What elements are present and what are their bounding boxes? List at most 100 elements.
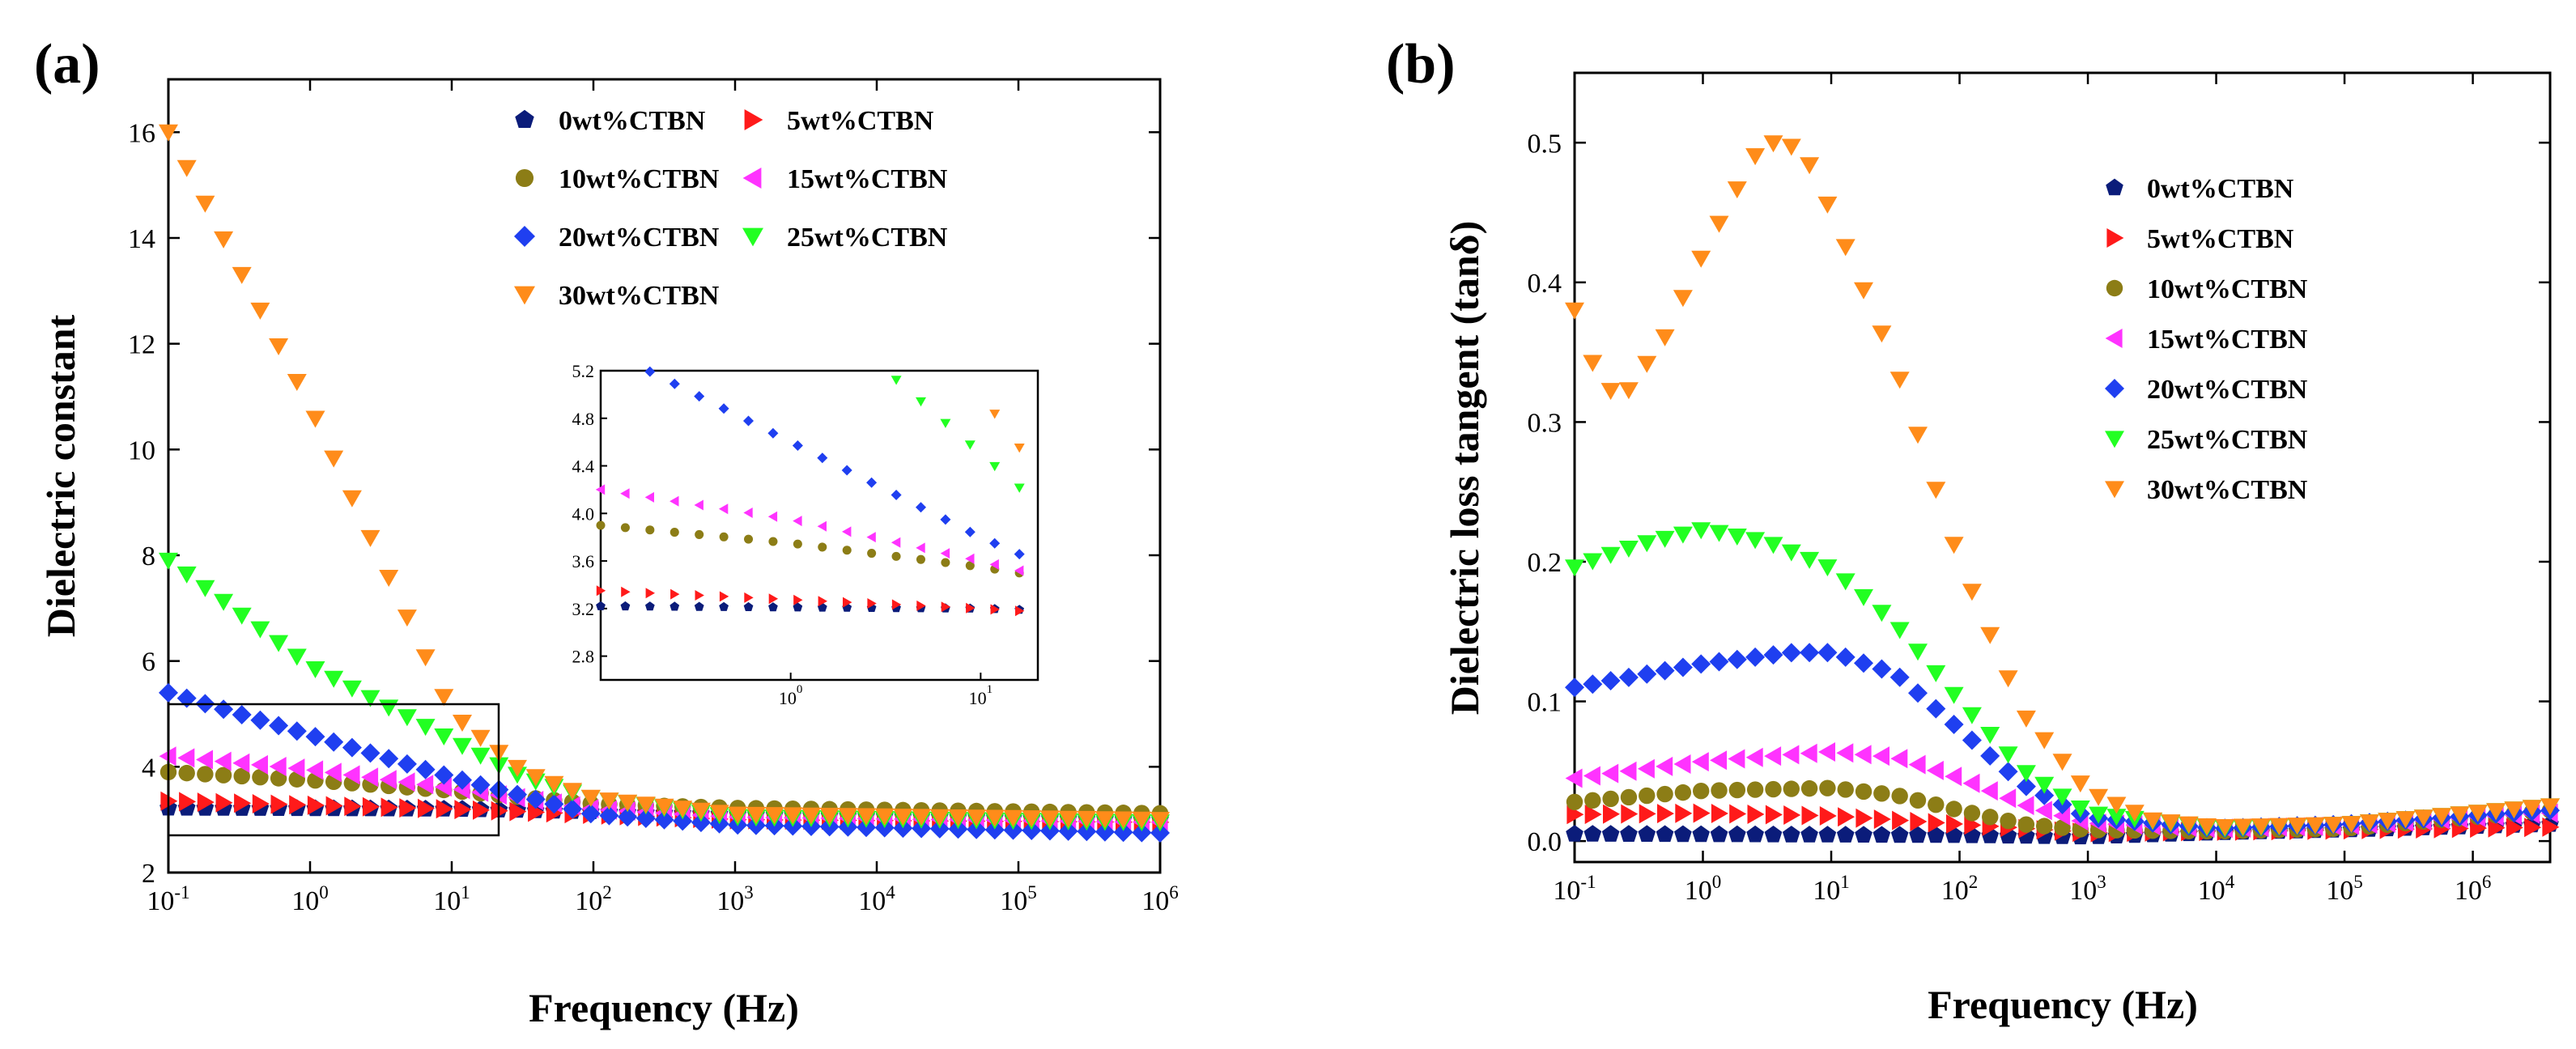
chart-a-inset-point-5wt%CTBN — [843, 597, 852, 608]
chart-b-point-20wt%CTBN — [1600, 671, 1621, 690]
chart-a-point-20wt%CTBN — [967, 819, 987, 839]
chart-b-x-tick-label: 103 — [2069, 872, 2106, 906]
chart-b-point-15wt%CTBN — [1908, 754, 1926, 775]
chart-a-point-20wt%CTBN — [287, 721, 307, 741]
chart-b-point-10wt%CTBN — [1837, 781, 1854, 798]
chart-a-inset-point-20wt%CTBN — [916, 502, 926, 513]
chart-a-point-30wt%CTBN — [1003, 809, 1023, 827]
chart-b-point-20wt%CTBN — [1944, 715, 1964, 734]
chart-b-point-20wt%CTBN — [1980, 745, 2000, 766]
chart-b-point-30wt%CTBN — [1745, 148, 1766, 166]
chart-b-point-15wt%CTBN — [1818, 742, 1835, 762]
chart-a-point-30wt%CTBN — [434, 689, 454, 707]
chart-b-point-20wt%CTBN — [1854, 653, 1873, 673]
chart-b-point-15wt%CTBN — [1872, 746, 1889, 767]
chart-a-inset-point-5wt%CTBN — [719, 591, 729, 602]
chart-b-point-15wt%CTBN — [1619, 761, 1637, 781]
chart-a-inset-point-0wt%CTBN — [620, 601, 631, 611]
chart-a-legend-label: 15wt%CTBN — [787, 164, 948, 194]
chart-b-legend-marker-20wt%CTBN — [2105, 379, 2124, 398]
chart-b-point-25wt%CTBN — [1854, 588, 1873, 606]
chart-a-point-20wt%CTBN — [1003, 820, 1023, 840]
chart-a-point-30wt%CTBN — [893, 809, 913, 826]
chart-a-point-5wt%CTBN — [325, 796, 343, 816]
chart-b-point-30wt%CTBN — [2468, 805, 2488, 822]
chart-b-point-20wt%CTBN — [1709, 652, 1729, 672]
chart-a-inset-point-25wt%CTBN — [1014, 483, 1025, 493]
chart-b-point-0wt%CTBN — [1601, 825, 1620, 842]
chart-b-y-tick-label: 0.2 — [1528, 548, 1562, 578]
chart-b-point-30wt%CTBN — [1637, 355, 1657, 373]
chart-a-inset-point-15wt%CTBN — [694, 499, 704, 511]
chart-a-point-30wt%CTBN — [984, 809, 1005, 827]
chart-a-inset-point-5wt%CTBN — [670, 588, 680, 600]
chart-a-inset-point-0wt%CTBN — [596, 601, 606, 610]
chart-b-point-10wt%CTBN — [1982, 809, 1999, 826]
chart-b-legend-marker-5wt%CTBN — [2106, 228, 2124, 248]
chart-b-point-30wt%CTBN — [2432, 808, 2452, 826]
chart-b-point-10wt%CTBN — [2035, 818, 2053, 835]
chart-b-point-25wt%CTBN — [1745, 532, 1766, 550]
chart-a-point-5wt%CTBN — [179, 792, 197, 812]
chart-b-point-30wt%CTBN — [2504, 801, 2524, 819]
chart-a-point-30wt%CTBN — [305, 410, 325, 428]
chart-b-point-0wt%CTBN — [1620, 825, 1638, 842]
chart-b-point-30wt%CTBN — [1655, 329, 1675, 346]
chart-b-point-25wt%CTBN — [1709, 524, 1729, 542]
chart-b-legend-label: 5wt%CTBN — [2147, 224, 2294, 254]
chart-a-point-5wt%CTBN — [436, 799, 453, 819]
chart-b-legend-label: 0wt%CTBN — [2147, 174, 2294, 204]
chart-b-point-15wt%CTBN — [1637, 758, 1655, 779]
chart-a-inset-point-5wt%CTBN — [818, 596, 827, 607]
chart-a-legend-marker-15wt%CTBN — [742, 168, 762, 189]
chart-b-point-15wt%CTBN — [1728, 749, 1745, 769]
chart-a-y-tick-label: 4 — [142, 753, 155, 783]
chart-a-point-10wt%CTBN — [233, 767, 250, 785]
chart-b-point-5wt%CTBN — [1855, 808, 1873, 828]
chart-a-legend-marker-5wt%CTBN — [744, 109, 763, 130]
chart-a-point-25wt%CTBN — [176, 566, 197, 584]
chart-b-point-10wt%CTBN — [1783, 780, 1800, 797]
chart-b-point-15wt%CTBN — [1764, 746, 1782, 767]
chart-b-point-10wt%CTBN — [1620, 788, 1638, 806]
chart-b-point-5wt%CTBN — [1928, 813, 1945, 833]
chart-a-inset-point-10wt%CTBN — [818, 542, 827, 552]
chart-a-point-30wt%CTBN — [654, 798, 674, 816]
chart-b-point-30wt%CTBN — [2124, 805, 2145, 822]
chart-b-point-5wt%CTBN — [1566, 805, 1584, 825]
chart-b-point-5wt%CTBN — [2524, 818, 2542, 838]
chart-a-point-15wt%CTBN — [251, 754, 268, 775]
chart-b-point-0wt%CTBN — [1800, 826, 1818, 843]
chart-b-y-tick-label: 0.5 — [1528, 129, 1562, 159]
chart-a-point-20wt%CTBN — [1132, 822, 1152, 843]
chart-b-legend-marker-10wt%CTBN — [2106, 279, 2123, 297]
chart-b-point-25wt%CTBN — [2089, 806, 2109, 824]
chart-a-y-tick-label: 6 — [142, 648, 155, 677]
chart-a-point-20wt%CTBN — [1022, 821, 1042, 840]
chart-a-y-tick-label: 12 — [128, 330, 155, 360]
chart-a-point-30wt%CTBN — [195, 195, 215, 213]
chart-b-point-20wt%CTBN — [1817, 643, 1838, 663]
chart-b-point-15wt%CTBN — [1673, 754, 1691, 774]
chart-b-point-30wt%CTBN — [1673, 290, 1693, 308]
chart-b-point-30wt%CTBN — [1583, 355, 1603, 372]
chart-a-point-30wt%CTBN — [618, 794, 638, 812]
chart-b-legend-marker-15wt%CTBN — [2105, 329, 2123, 348]
chart-a-point-25wt%CTBN — [250, 621, 270, 639]
chart-b-point-25wt%CTBN — [1944, 686, 1964, 704]
chart-b-point-20wt%CTBN — [1998, 762, 2018, 782]
chart-a-inset-point-15wt%CTBN — [1014, 565, 1024, 576]
chart-a-point-30wt%CTBN — [379, 570, 399, 587]
chart-b-point-25wt%CTBN — [1980, 727, 2000, 744]
chart-b-point-25wt%CTBN — [1600, 546, 1621, 564]
chart-a-point-5wt%CTBN — [215, 792, 233, 813]
chart-a-inset-point-20wt%CTBN — [964, 526, 976, 537]
chart-a-inset-point-0wt%CTBN — [670, 601, 680, 611]
chart-a-point-5wt%CTBN — [454, 800, 472, 820]
chart-a-point-5wt%CTBN — [234, 793, 252, 813]
chart-a-point-5wt%CTBN — [418, 798, 435, 818]
chart-a-point-15wt%CTBN — [269, 757, 287, 776]
chart-b-point-30wt%CTBN — [2450, 806, 2470, 824]
chart-a-point-20wt%CTBN — [599, 805, 619, 826]
